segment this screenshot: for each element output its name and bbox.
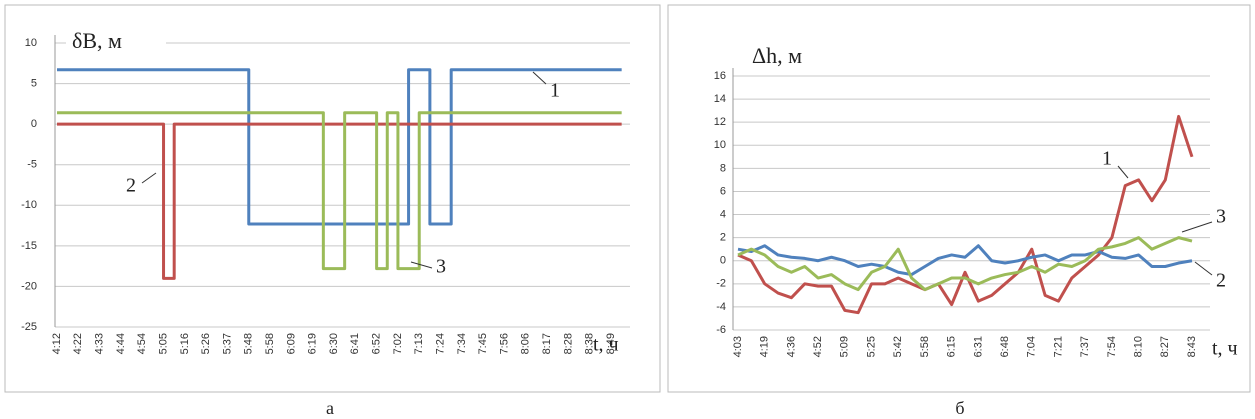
series-label: 1 (1102, 148, 1112, 170)
x-tick-label: 4:12 (51, 333, 63, 354)
x-tick-label: 8:28 (562, 333, 574, 354)
chart-frame (4, 4, 661, 393)
y-tick-label: 2 (720, 232, 726, 244)
x-tick-label: 8:43 (1186, 336, 1198, 357)
x-tick-label: 7:21 (1052, 336, 1064, 357)
leader-line (1181, 221, 1213, 233)
x-tick-label: 5:37 (221, 333, 233, 354)
y-tick-label: -5 (27, 159, 37, 171)
x-tick-label: 7:04 (1026, 336, 1038, 357)
y-tick-label: -20 (21, 280, 37, 292)
y-tick-label: -6 (716, 324, 726, 336)
series-line (737, 236, 1193, 292)
series-line (57, 111, 622, 271)
x-tick-label: 7:37 (1079, 336, 1091, 357)
x-tick-label: 6:19 (307, 333, 319, 354)
x-tick-label: 6:09 (285, 333, 297, 354)
x-tick-label: 7:45 (477, 333, 489, 354)
y-tick-label: 10 (714, 139, 726, 151)
title-bg (66, 30, 166, 56)
x-tick-label: 8:27 (1159, 336, 1171, 357)
series-line (57, 122, 622, 280)
y-tick-label: -10 (21, 199, 37, 211)
series-line (737, 114, 1194, 315)
x-tick-label: 4:33 (94, 333, 106, 354)
y-axis-title: δB, м (72, 28, 122, 53)
x-tick-label: 8:17 (541, 333, 553, 354)
y-tick-label: 16 (714, 70, 726, 82)
x-tick-label: 5:58 (919, 336, 931, 357)
chart-frame (667, 4, 1251, 393)
x-tick-label: 5:05 (157, 333, 169, 354)
x-tick-label: 6:30 (328, 333, 340, 354)
leader-line (1194, 261, 1213, 276)
x-tick-label: 5:16 (179, 333, 191, 354)
x-tick-label: 5:42 (892, 336, 904, 357)
leaders (141, 71, 1213, 276)
x-tick-label: 7:54 (1106, 336, 1118, 357)
x-tick-label: 7:24 (434, 333, 446, 354)
x-tick-label: 7:34 (456, 333, 468, 354)
x-axis-title: t, ч (1212, 338, 1238, 360)
series-line (737, 244, 1193, 277)
x-tick-label: 5:09 (839, 336, 851, 357)
x-axis-title: t, ч (593, 334, 619, 356)
x-tick-label: 7:02 (392, 333, 404, 354)
y-tick-label: 8 (720, 162, 726, 174)
x-tick-label: 8:49 (605, 333, 617, 354)
leader-line (410, 261, 433, 269)
x-tick-label: 4:44 (115, 333, 127, 354)
series-label: 2 (126, 175, 136, 197)
x-tick-label: 5:58 (264, 333, 276, 354)
x-tick-label: 8:10 (1132, 336, 1144, 357)
x-tick-label: 6:31 (972, 336, 984, 357)
x-tick-label: 6:41 (349, 333, 361, 354)
x-tick-label: 4:22 (72, 333, 84, 354)
y-tick-label: 4 (720, 208, 726, 220)
y-tick-label: -25 (21, 321, 37, 333)
y-tick-label: 0 (31, 118, 37, 130)
series-label: 3 (436, 256, 446, 278)
y-tick-label: 0 (720, 255, 726, 267)
y-tick-label: -15 (21, 240, 37, 252)
series-label: 1 (550, 80, 560, 102)
x-tick-label: 7:56 (498, 333, 510, 354)
y-tick-label: -2 (716, 278, 726, 290)
series-label: 3 (1216, 206, 1226, 228)
x-tick-label: 5:26 (200, 333, 212, 354)
x-tick-label: 4:36 (785, 336, 797, 357)
caption: б (955, 398, 964, 418)
caption: а (326, 398, 334, 418)
leader-line (1117, 165, 1129, 179)
x-tick-label: 5:25 (865, 336, 877, 357)
x-tick-label: 6:52 (371, 333, 383, 354)
y-tick-label: 14 (714, 93, 726, 105)
y-tick-label: 5 (31, 77, 37, 89)
y-tick-label: 10 (25, 37, 37, 49)
y-tick-label: 6 (720, 185, 726, 197)
x-tick-label: 6:15 (946, 336, 958, 357)
x-tick-label: 8:38 (584, 333, 596, 354)
series-line (57, 68, 622, 226)
x-tick-label: 7:13 (413, 333, 425, 354)
leader-line (141, 172, 157, 184)
x-tick-label: 4:54 (136, 333, 148, 354)
x-tick-label: 6:48 (999, 336, 1011, 357)
x-tick-label: 5:48 (243, 333, 255, 354)
x-tick-label: 4:19 (759, 336, 771, 357)
x-tick-label: 4:52 (812, 336, 824, 357)
x-tick-label: 8:06 (520, 333, 532, 354)
y-axis-title: Δh, м (752, 43, 802, 68)
y-tick-label: 12 (714, 116, 726, 128)
series-label: 2 (1216, 270, 1226, 292)
x-tick-label: 4:03 (732, 336, 744, 357)
y-tick-label: -4 (716, 301, 726, 313)
leader-line (532, 71, 547, 85)
